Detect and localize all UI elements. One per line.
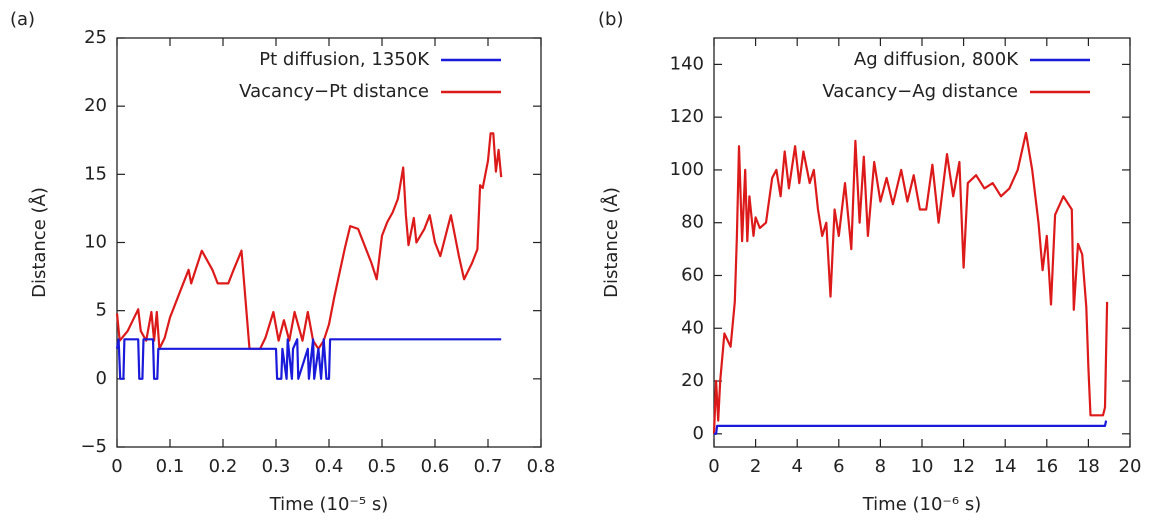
- y-axis-label: Distance (Å): [600, 187, 622, 298]
- legend-label: Ag diffusion, 800K: [854, 49, 1019, 70]
- x-tick-label: 2: [750, 456, 761, 477]
- x-tick-label: 0.3: [262, 456, 291, 477]
- y-tick-label: 20: [84, 95, 107, 116]
- y-tick-label: 120: [670, 106, 704, 127]
- y-axis-label: Distance (Å): [28, 187, 50, 298]
- y-tick-label: 60: [681, 264, 704, 285]
- series-line: [115, 132, 503, 350]
- x-tick-label: 0.6: [421, 456, 450, 477]
- x-tick-label: 0.7: [474, 456, 503, 477]
- x-tick-label: 0.5: [368, 456, 397, 477]
- series-line: [115, 338, 502, 380]
- y-tick-label: 5: [96, 300, 107, 321]
- x-tick-label: 18: [1077, 456, 1100, 477]
- series-line: [714, 420, 1108, 435]
- x-tick-label: 16: [1035, 456, 1058, 477]
- x-tick-label: 0: [708, 456, 719, 477]
- series-line: [712, 131, 1109, 434]
- x-tick-label: 0.4: [315, 456, 344, 477]
- y-tick-label: 10: [84, 232, 107, 253]
- y-tick-label: 80: [681, 212, 704, 233]
- x-tick-label: 0.2: [209, 456, 238, 477]
- y-tick-label: 20: [681, 370, 704, 391]
- x-tick-label: 0: [111, 456, 122, 477]
- panel-label: (a): [10, 9, 35, 30]
- y-tick-label: 40: [681, 317, 704, 338]
- y-tick-label: 0: [693, 423, 704, 444]
- panel: (a)0 0.1 0.2 0.3 0.4 0.5 0.6 0.7 0.8−50510152025…: [10, 9, 555, 515]
- y-tick-label: −5: [80, 436, 107, 457]
- panel-label: (b): [598, 9, 623, 30]
- x-axis-label: Time (10⁻⁶ s): [862, 494, 982, 515]
- x-tick-label: 10: [911, 456, 934, 477]
- y-tick-label: 100: [670, 159, 704, 180]
- legend-label: Vacancy−Ag distance: [822, 81, 1018, 102]
- y-tick-label: 0: [96, 368, 107, 389]
- legend-label: Pt diffusion, 1350K: [259, 49, 430, 70]
- x-tick-label: 14: [994, 456, 1017, 477]
- x-tick-label: 0.8: [527, 456, 556, 477]
- x-tick-label: 12: [952, 456, 975, 477]
- panel: (b) 0 2 4 6 8 10 12 14 16 18 20 0 20 40 60 80 100 120 140 Ti…: [598, 9, 1141, 515]
- x-tick-label: 8: [875, 456, 886, 477]
- x-axis-label: Time (10⁻⁵ s): [269, 494, 389, 515]
- x-tick-label: 20: [1119, 456, 1142, 477]
- x-tick-label: 0.1: [156, 456, 185, 477]
- x-tick-label: 4: [791, 456, 802, 477]
- y-tick-label: 25: [84, 27, 107, 48]
- y-tick-label: 140: [670, 53, 704, 74]
- x-tick-label: 6: [833, 456, 844, 477]
- y-tick-label: 15: [84, 163, 107, 184]
- legend-label: Vacancy−Pt distance: [239, 81, 429, 102]
